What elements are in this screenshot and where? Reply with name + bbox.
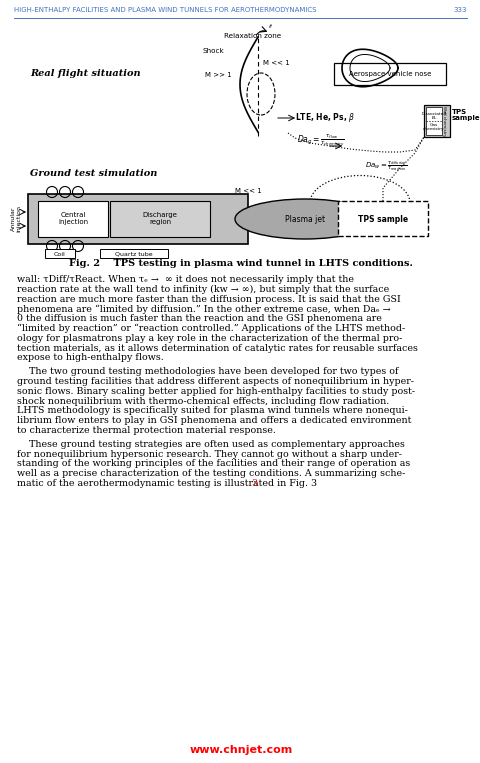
Text: Discharge: Discharge: [142, 212, 177, 218]
Text: sample: sample: [451, 115, 480, 121]
Text: $Da_g = \frac{\tau_{flow}}{\tau_{chemistry}}$: $Da_g = \frac{\tau_{flow}}{\tau_{chemist…: [296, 133, 344, 150]
Text: Ground test simulation: Ground test simulation: [30, 169, 157, 178]
Ellipse shape: [235, 199, 374, 239]
FancyBboxPatch shape: [110, 201, 210, 237]
Text: 3: 3: [251, 479, 257, 488]
Text: These ground testing strategies are often used as complementary approaches: These ground testing strategies are ofte…: [17, 439, 404, 449]
Text: M << 1: M << 1: [263, 60, 289, 66]
Text: $^{\prime\prime}$: $^{\prime\prime}$: [267, 23, 273, 33]
Text: Annular
injection: Annular injection: [11, 205, 21, 233]
Text: M >> 1: M >> 1: [204, 72, 231, 78]
Text: to characterize thermal protection material response.: to characterize thermal protection mater…: [17, 426, 276, 435]
Text: tection materials, as it allows determination of catalytic rates for reusable su: tection materials, as it allows determin…: [17, 343, 417, 353]
Text: ology for plasmatrons play a key role in the characterization of the thermal pro: ology for plasmatrons play a key role in…: [17, 333, 402, 343]
Text: Dissociated: Dissociated: [420, 112, 446, 116]
Text: HIGH-ENTHALPY FACILITIES AND PLASMA WIND TUNNELS FOR AEROTHERMODYNAMICS: HIGH-ENTHALPY FACILITIES AND PLASMA WIND…: [14, 7, 316, 13]
Text: BL: BL: [431, 116, 436, 120]
FancyBboxPatch shape: [425, 107, 441, 135]
Text: chemistry: chemistry: [422, 127, 444, 131]
Text: reaction rate at the wall tend to infinity (kw → ∞), but simply that the surface: reaction rate at the wall tend to infini…: [17, 285, 388, 294]
Text: expose to high-enthalpy flows.: expose to high-enthalpy flows.: [17, 353, 163, 362]
Text: Wall chemistry: Wall chemistry: [441, 106, 445, 137]
Text: “limited by reaction” or “reaction controlled.” Applications of the LHTS method-: “limited by reaction” or “reaction contr…: [17, 324, 405, 333]
Text: Fig. 2    TPS testing in plasma wind tunnel in LHTS conditions.: Fig. 2 TPS testing in plasma wind tunnel…: [69, 259, 412, 269]
Text: Plasma jet: Plasma jet: [284, 214, 324, 224]
Text: well as a precise characterization of the testing conditions. A summarizing sche: well as a precise characterization of th…: [17, 469, 405, 478]
Text: 0 the diffusion is much faster than the reaction and the GSI phenomena are: 0 the diffusion is much faster than the …: [17, 314, 381, 324]
Text: LTE, He, Ps, $\beta$: LTE, He, Ps, $\beta$: [294, 111, 355, 124]
Text: for nonequilibrium hypersonic research. They cannot go without a sharp under-: for nonequilibrium hypersonic research. …: [17, 449, 401, 459]
Text: www.chnjet.com: www.chnjet.com: [189, 745, 292, 755]
Text: standing of the working principles of the facilities and their range of operatio: standing of the working principles of th…: [17, 459, 409, 468]
FancyBboxPatch shape: [337, 201, 427, 236]
FancyBboxPatch shape: [333, 63, 445, 85]
Text: shock nonequilibrium with thermo-chemical effects, including flow radiation.: shock nonequilibrium with thermo-chemica…: [17, 397, 388, 406]
Text: region: region: [149, 219, 171, 225]
Text: Shock: Shock: [202, 48, 223, 54]
Text: $Da_w = \frac{\tau_{diffusion}}{\tau_{reaction}}$: $Da_w = \frac{\tau_{diffusion}}{\tau_{re…: [364, 159, 407, 173]
Text: ground testing facilities that address different aspects of nonequilibrium in hy: ground testing facilities that address d…: [17, 377, 413, 386]
Text: Coil: Coil: [54, 252, 66, 256]
FancyBboxPatch shape: [28, 194, 248, 244]
Text: The two ground testing methodologies have been developed for two types of: The two ground testing methodologies hav…: [17, 367, 397, 376]
Text: TPS: TPS: [451, 109, 466, 115]
Text: Gas: Gas: [429, 123, 437, 127]
FancyBboxPatch shape: [423, 105, 449, 137]
Text: phenomena are “limited by diffusion.” In the other extreme case, when Daₑ →: phenomena are “limited by diffusion.” In…: [17, 304, 390, 314]
Text: LHTS methodology is specifically suited for plasma wind tunnels where nonequi-: LHTS methodology is specifically suited …: [17, 407, 407, 415]
Text: Real flight situation: Real flight situation: [30, 69, 140, 78]
Text: sonic flows. Binary scaling better applied for high-enthalpy facilities to study: sonic flows. Binary scaling better appli…: [17, 387, 414, 396]
Text: reaction are much more faster than the diffusion process. It is said that the GS: reaction are much more faster than the d…: [17, 295, 400, 304]
Text: M << 1: M << 1: [234, 188, 261, 194]
Text: Relaxation zone: Relaxation zone: [224, 33, 281, 39]
FancyBboxPatch shape: [100, 249, 168, 258]
Text: injection: injection: [58, 219, 88, 225]
FancyBboxPatch shape: [45, 249, 75, 258]
Text: librium flow enters to play in GSI phenomena and offers a dedicated environment: librium flow enters to play in GSI pheno…: [17, 416, 410, 425]
Text: TPS sample: TPS sample: [357, 214, 407, 224]
Text: matic of the aerothermodynamic testing is illustrated in Fig. 3: matic of the aerothermodynamic testing i…: [17, 479, 316, 488]
FancyBboxPatch shape: [38, 201, 108, 237]
Text: Aerospace vehicle nose: Aerospace vehicle nose: [348, 71, 430, 77]
Text: wall: τDiff/τReact. When τₑ →  ∞ it does not necessarily imply that the: wall: τDiff/τReact. When τₑ → ∞ it does …: [17, 275, 353, 284]
Text: Quartz tube: Quartz tube: [115, 252, 153, 256]
Text: Central: Central: [60, 212, 85, 218]
Text: 333: 333: [453, 7, 466, 13]
